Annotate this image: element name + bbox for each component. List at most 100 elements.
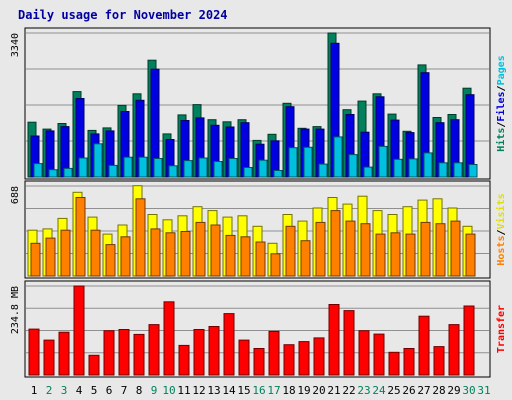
panel-transfer: 234.8 MB Transfer <box>10 280 507 378</box>
bar-pages-day-5 <box>93 143 103 178</box>
bar-transfer-day-16 <box>253 348 265 376</box>
x-tick-label-day-22: 22 <box>342 384 355 397</box>
bar-transfer-day-25 <box>388 351 400 376</box>
bar-transfer-day-28 <box>433 346 445 376</box>
bar-hosts-day-15 <box>240 236 251 277</box>
panel-visits-hosts: 688 Hosts/Visits <box>10 180 507 279</box>
bar-transfer-day-9 <box>148 324 160 376</box>
bar-hosts-day-20 <box>315 221 326 277</box>
bar-pages-day-12 <box>198 157 208 178</box>
x-tick-label-day-28: 28 <box>432 384 445 397</box>
bar-hosts-day-27 <box>420 221 431 277</box>
x-tick-label-day-27: 27 <box>417 384 430 397</box>
chart-title: Daily usage for November 2024 <box>18 8 228 22</box>
bar-transfer-day-7 <box>118 329 130 376</box>
bar-hosts-day-4 <box>75 197 86 277</box>
label-separator: / <box>496 229 507 235</box>
bar-hosts-day-25 <box>390 232 401 277</box>
x-tick-label-day-21: 21 <box>327 384 340 397</box>
series-label-transfer: Transfer <box>496 305 507 353</box>
bar-transfer-day-10 <box>163 301 175 376</box>
y-axis-max-tick-label: 688 <box>10 186 21 204</box>
bar-hosts-day-26 <box>405 233 416 277</box>
bar-pages-day-15 <box>243 167 253 178</box>
y-axis-series-label: Hosts/Visits <box>495 193 507 265</box>
bar-hosts-day-28 <box>435 223 446 277</box>
bar-hosts-day-16 <box>255 241 266 277</box>
x-tick-label-day-12: 12 <box>192 384 205 397</box>
series-label-files: Files <box>495 91 507 121</box>
bar-pages-day-7 <box>123 156 133 178</box>
bar-pages-day-24 <box>378 145 388 178</box>
bar-pages-day-25 <box>393 158 403 178</box>
x-tick-label-day-7: 7 <box>121 384 128 397</box>
bar-transfer-day-1 <box>28 328 40 376</box>
bar-transfer-day-4 <box>73 285 85 376</box>
x-tick-label-day-15: 15 <box>237 384 250 397</box>
bar-hosts-day-22 <box>345 220 356 277</box>
series-label-hits: Hits <box>495 128 507 152</box>
bar-transfer-day-6 <box>103 330 115 376</box>
x-tick-label-day-4: 4 <box>76 384 83 397</box>
bar-transfer-day-19 <box>298 341 310 376</box>
bar-transfer-day-13 <box>208 326 220 376</box>
bar-hosts-day-18 <box>285 225 296 277</box>
series-transfer <box>28 285 475 376</box>
series-hosts <box>30 197 476 277</box>
x-tick-label-day-18: 18 <box>282 384 295 397</box>
bar-pages-day-20 <box>318 163 328 178</box>
bar-hosts-day-21 <box>330 210 341 277</box>
x-tick-label-day-23: 23 <box>357 384 370 397</box>
label-separator: / <box>496 122 507 128</box>
bar-transfer-day-11 <box>178 344 190 376</box>
x-tick-label-day-30: 30 <box>462 384 475 397</box>
bar-transfer-day-14 <box>223 313 235 376</box>
bar-hosts-day-3 <box>60 229 71 277</box>
x-tick-label-day-25: 25 <box>387 384 400 397</box>
bar-hosts-day-2 <box>45 237 56 277</box>
bar-pages-day-28 <box>438 162 448 178</box>
bar-transfer-day-27 <box>418 315 430 376</box>
bar-hosts-day-23 <box>360 223 371 277</box>
bar-transfer-day-8 <box>133 333 145 376</box>
bar-transfer-day-15 <box>238 339 250 376</box>
y-axis-series-label: Transfer <box>496 305 507 353</box>
x-tick-label-day-9: 9 <box>151 384 158 397</box>
bar-transfer-day-23 <box>358 330 370 376</box>
bar-hosts-day-7 <box>120 236 131 277</box>
bar-hosts-day-13 <box>210 224 221 277</box>
bar-pages-day-1 <box>33 163 43 178</box>
x-tick-label-day-29: 29 <box>447 384 460 397</box>
x-tick-label-day-24: 24 <box>372 384 386 397</box>
bar-pages-day-16 <box>258 159 268 178</box>
bar-hosts-day-30 <box>465 233 476 277</box>
y-axis-max-tick-label: 3340 <box>10 33 21 57</box>
bar-pages-day-17 <box>273 170 283 178</box>
bar-pages-day-30 <box>468 164 478 178</box>
x-tick-label-day-6: 6 <box>106 384 113 397</box>
x-tick-label-day-8: 8 <box>136 384 143 397</box>
bar-transfer-day-24 <box>373 333 385 376</box>
bar-pages-day-3 <box>63 167 73 178</box>
series-label-hosts: Hosts <box>496 236 507 266</box>
bar-transfer-day-29 <box>448 324 460 376</box>
bar-transfer-day-12 <box>193 329 205 376</box>
bar-pages-day-22 <box>348 154 358 178</box>
bar-transfer-day-22 <box>343 310 355 376</box>
bar-transfer-day-5 <box>88 354 100 376</box>
bar-hosts-day-11 <box>180 231 191 277</box>
bar-pages-day-13 <box>213 161 223 178</box>
x-tick-label-day-20: 20 <box>312 384 325 397</box>
x-tick-label-day-10: 10 <box>162 384 175 397</box>
chart-panels: 3340Hits/Files/Pages688Hosts/Visits234.8… <box>10 27 507 378</box>
x-tick-label-day-16: 16 <box>252 384 265 397</box>
bar-pages-day-23 <box>363 166 373 178</box>
bar-transfer-day-26 <box>403 348 415 376</box>
bar-pages-day-2 <box>48 169 58 178</box>
bar-pages-day-29 <box>453 162 463 178</box>
x-tick-label-day-14: 14 <box>222 384 236 397</box>
bar-hosts-day-19 <box>300 240 311 277</box>
bar-transfer-day-17 <box>268 330 280 376</box>
bar-hosts-day-10 <box>165 232 176 277</box>
